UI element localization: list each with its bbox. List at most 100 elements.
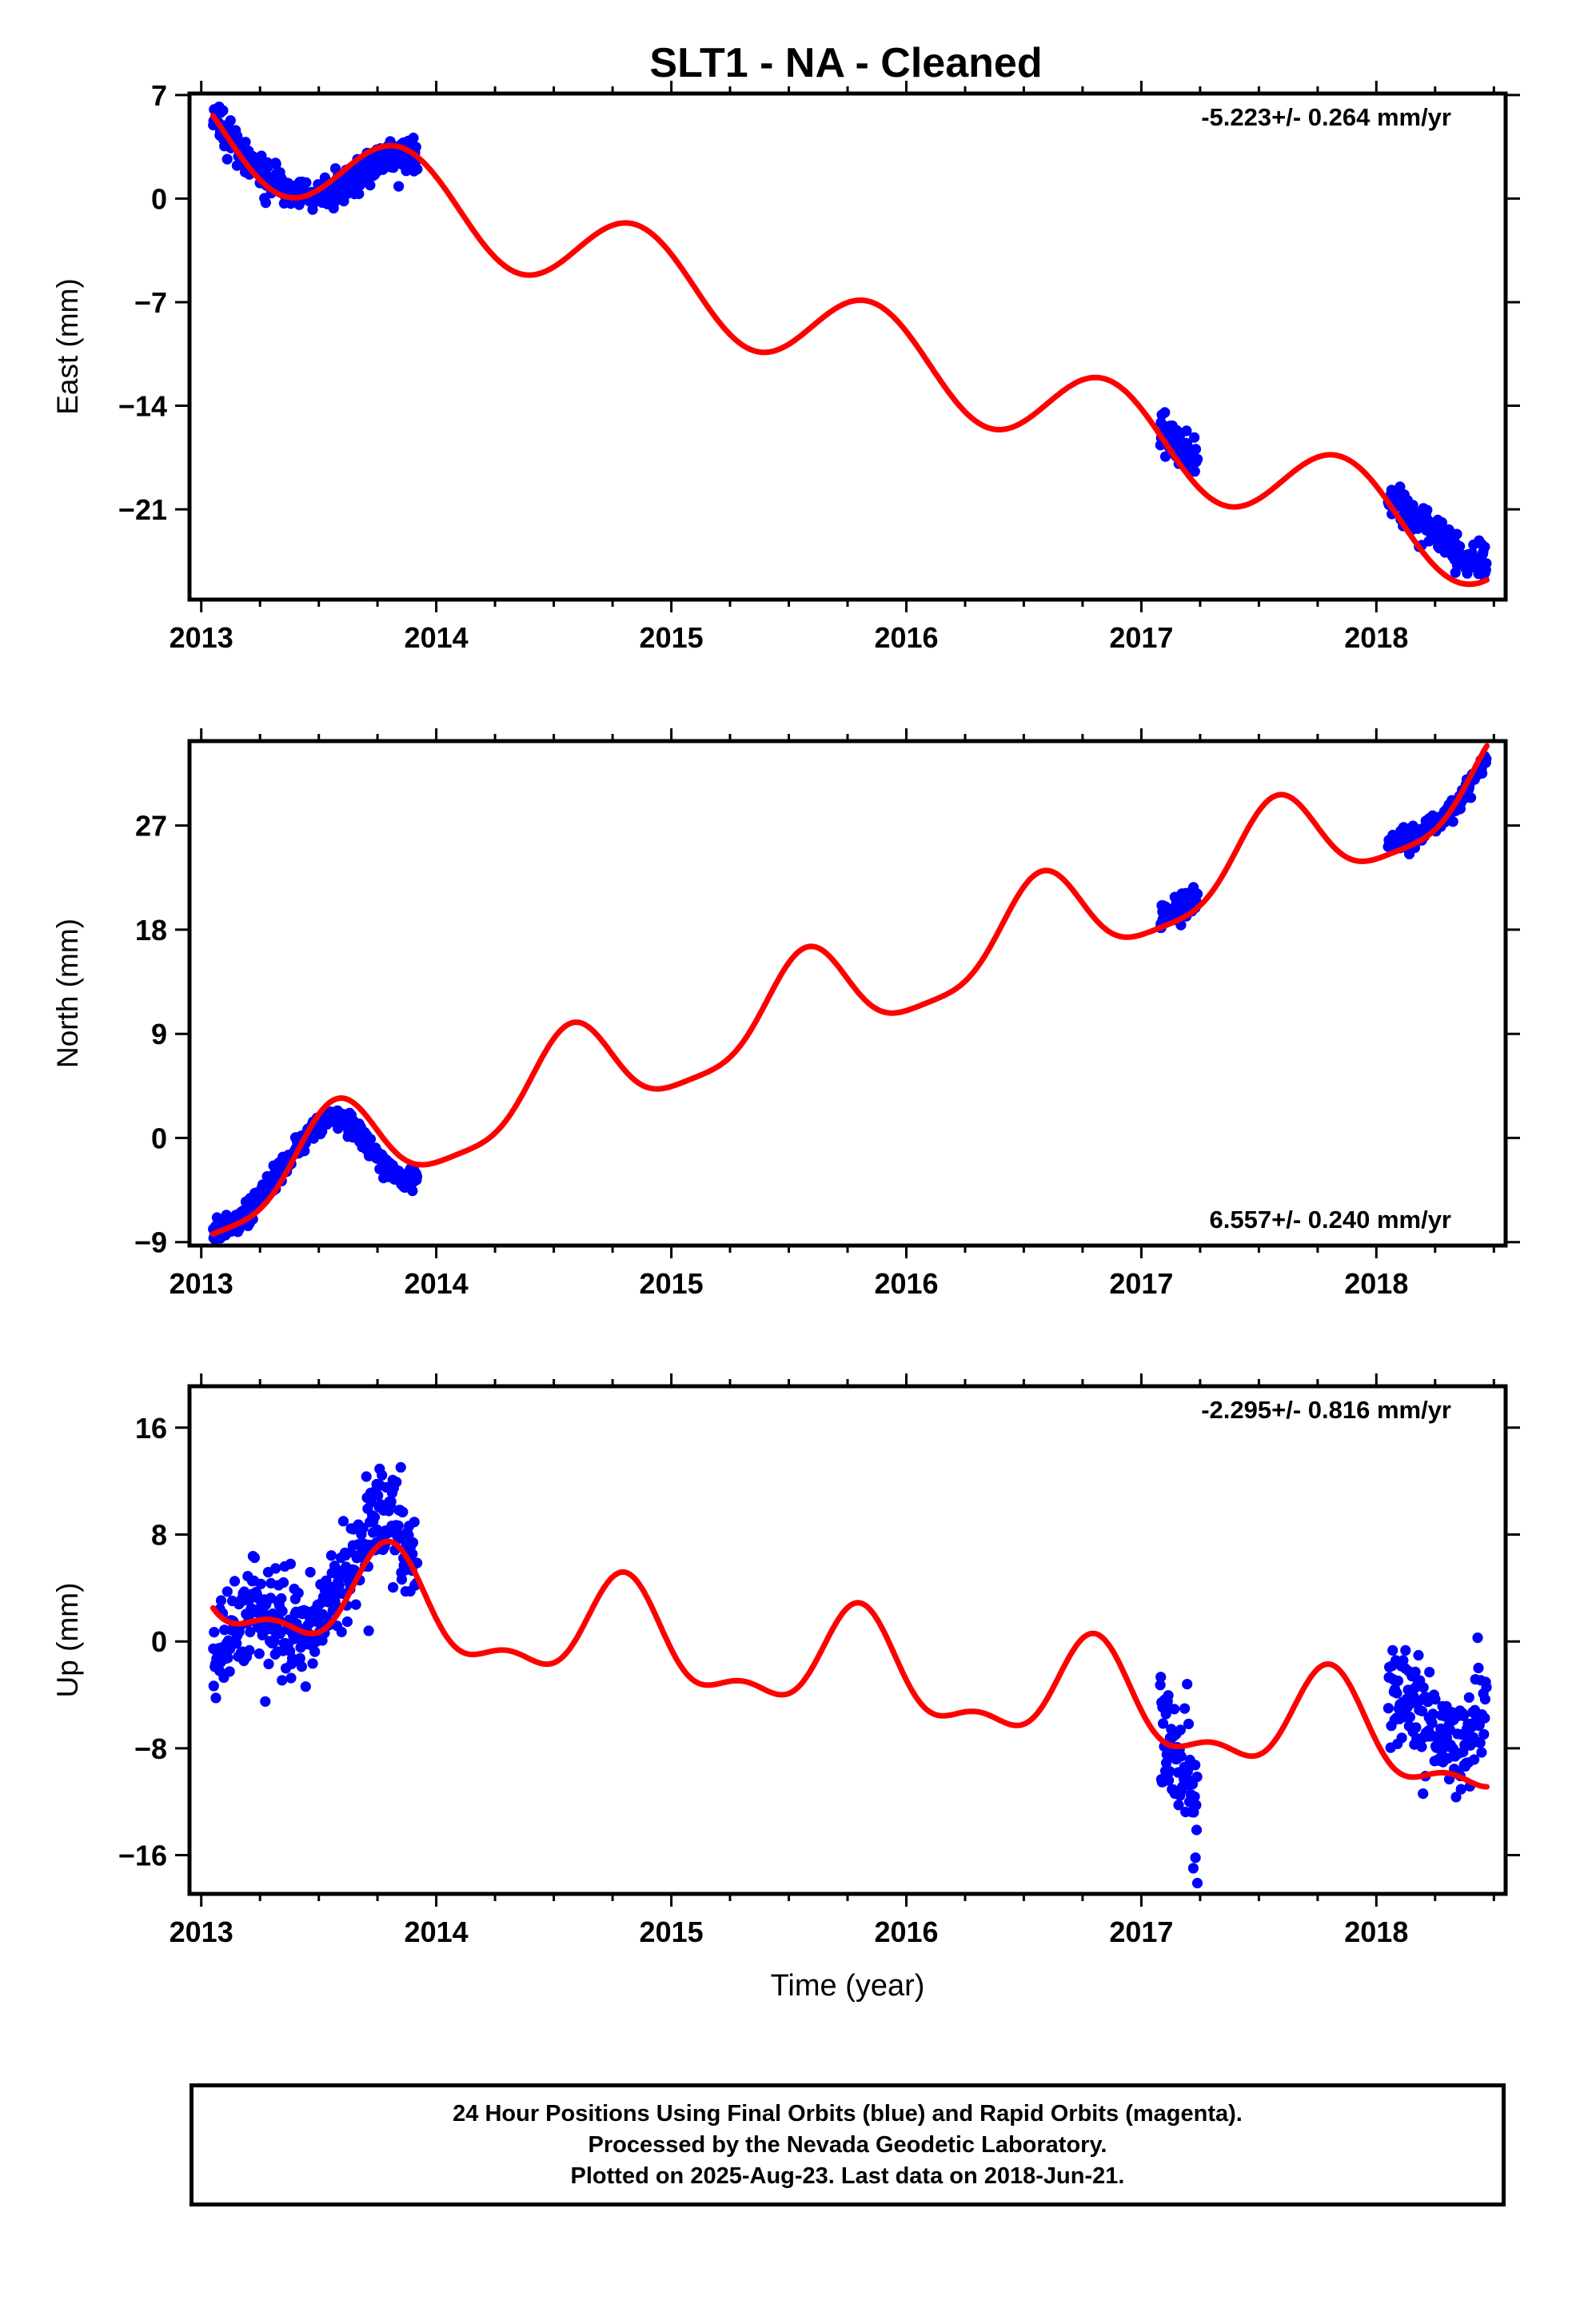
up-data-point [1391,1688,1402,1699]
up-data-point [337,1516,349,1527]
up-data-point [293,1588,304,1599]
up-data-point [1418,1682,1429,1693]
up-data-point [277,1675,288,1686]
north-data-point [1191,888,1203,899]
up-data-point [1450,1792,1462,1803]
north-y-tick-label: −9 [134,1226,167,1259]
east-data-point [1159,451,1171,462]
up-data-point [385,1496,397,1507]
up-data-point [1396,1732,1407,1744]
up-data-point [224,1666,235,1677]
chart-title: SLT1 - NA - Cleaned [649,40,1042,86]
up-y-axis-label: Up (mm) [51,1583,84,1698]
up-data-point [407,1537,419,1549]
up-data-point [1479,1712,1490,1724]
up-data-point [1175,1724,1186,1736]
east-x-tick-label: 2015 [640,621,704,654]
up-data-point [377,1469,388,1481]
east-data-point [1181,425,1192,436]
up-data-point [391,1477,402,1488]
east-data-point [1481,558,1492,569]
east-data-point [365,180,376,191]
up-data-point [1173,1800,1184,1811]
north-data-point [407,1186,418,1197]
up-data-point [369,1512,381,1523]
up-data-point [1455,1784,1466,1795]
up-data-point [1189,1791,1200,1802]
up-data-point [363,1625,374,1636]
up-data-point [388,1582,399,1593]
up-data-point [1417,1705,1428,1716]
up-data-point [1163,1690,1174,1701]
up-data-point [253,1648,265,1660]
up-data-point [1410,1666,1421,1677]
up-x-tick-label: 2013 [170,1915,233,1948]
up-data-point [1426,1717,1438,1728]
east-data-point [1159,407,1171,418]
up-data-point [1190,1760,1201,1771]
up-data-point [1469,1754,1480,1765]
up-data-point [1413,1649,1424,1661]
up-data-point [1191,1824,1203,1836]
up-data-point [263,1658,274,1669]
east-data-point [1462,568,1473,579]
east-data-point [1451,528,1462,540]
up-data-point [1158,1718,1169,1729]
east-data-point [221,153,233,165]
up-data-point [1481,1682,1492,1693]
up-data-point [208,1680,219,1692]
north-y-tick-label: 18 [135,914,167,947]
north-data-point [1477,767,1488,779]
footer-caption-box: 24 Hour Positions Using Final Orbits (bl… [190,2083,1506,2206]
up-data-point [215,1595,227,1606]
east-x-tick-label: 2014 [405,621,469,654]
up-axes-frame [187,1384,1508,1896]
up-data-point [222,1652,233,1664]
east-data-point [217,105,229,116]
up-data-point [325,1550,337,1561]
north-x-tick-label: 2016 [874,1267,938,1300]
north-velocity-annotation: 6.557+/- 0.240 mm/yr [1210,1206,1451,1234]
north-y-tick-label: 0 [151,1122,167,1154]
up-data-point [260,1696,271,1707]
up-y-tick-label: −16 [118,1840,167,1872]
up-data-point [296,1661,307,1672]
up-data-point [1478,1728,1490,1740]
up-data-point [1404,1712,1415,1723]
up-data-point [1476,1747,1487,1758]
up-data-point [393,1533,405,1544]
up-data-point [1187,1863,1199,1874]
up-data-point [277,1605,288,1616]
up-y-tick-label: 16 [135,1412,167,1445]
north-panel: 2013 2014 2015 2016 2017 2018 27 18 9 0 −9 North (m… [51,728,1520,1300]
east-data-point [412,164,423,175]
up-data-point [1155,1672,1167,1683]
east-data-point [408,132,419,144]
up-data-point [307,1658,318,1669]
up-data-point [1191,1800,1202,1811]
footer-line-processed: Processed by the Nevada Geodetic Laborat… [588,2131,1107,2158]
up-data-point [255,1578,266,1589]
north-data-point [1447,816,1458,827]
up-data-point [1463,1692,1474,1703]
up-data-point [1382,1703,1394,1714]
up-data-point [245,1626,256,1638]
east-data-point [256,150,267,161]
up-data-point [1191,1877,1203,1889]
up-data-point [209,1627,220,1638]
up-data-point [294,1652,305,1664]
east-model-curve [209,113,1490,588]
east-x-tick-label: 2016 [874,621,938,654]
up-data-point [1474,1737,1486,1748]
east-plot-area [208,102,1492,588]
north-plot-area [208,743,1492,1245]
up-data-point [361,1471,372,1482]
east-panel: 2013 2014 2015 2016 2017 2018 7 0 −7 −14 −21 East (… [51,79,1520,654]
up-data-point [300,1681,311,1692]
up-data-point [1175,1751,1187,1762]
up-x-tick-label: 2014 [405,1915,469,1948]
up-data-point [1427,1708,1438,1720]
north-y-tick-label: 27 [135,810,167,843]
up-data-point [1179,1703,1191,1714]
